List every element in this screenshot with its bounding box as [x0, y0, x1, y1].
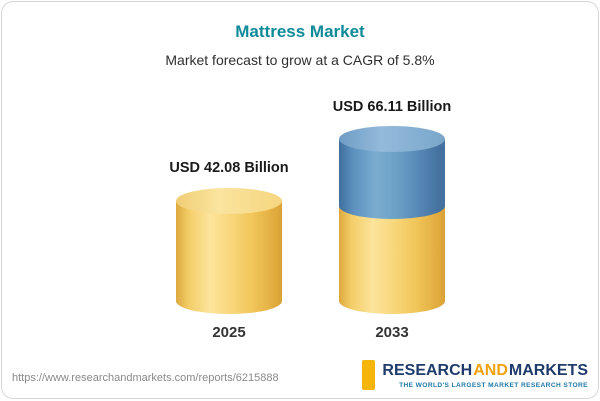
logo-text: RESEARCHANDMARKETS THE WORLD'S LARGEST M… [382, 362, 588, 389]
value-label-2033: USD 66.11 Billion [332, 99, 452, 115]
cylinder-2025-top-face [176, 188, 282, 214]
logo-mark-icon [362, 360, 376, 390]
cylinder-2033 [339, 126, 445, 314]
cylinder-2025-body [176, 201, 282, 314]
category-label-2025: 2025 [212, 324, 246, 341]
cylinder-2033-base-segment [339, 206, 445, 314]
source-url-link[interactable]: https://www.researchandmarkets.com/repor… [12, 372, 279, 384]
logo-wordmark: RESEARCHANDMARKETS [382, 362, 588, 380]
logo-word-and: AND [473, 361, 508, 379]
value-label-2025: USD 42.08 Billion [169, 160, 289, 176]
chart-subtitle: Market forecast to grow at a CAGR of 5.8… [165, 52, 435, 68]
researchandmarkets-logo: RESEARCHANDMARKETS THE WORLD'S LARGEST M… [362, 360, 588, 390]
logo-tagline: THE WORLD'S LARGEST MARKET RESEARCH STOR… [399, 381, 588, 389]
chart-title: Mattress Market [235, 22, 365, 41]
cylinder-2025 [176, 188, 282, 314]
logo-word-markets: MARKETS [508, 361, 588, 379]
logo-word-research: RESEARCH [382, 361, 473, 379]
category-label-2033: 2033 [375, 324, 409, 341]
cylinder-2033-top-face [339, 126, 445, 152]
